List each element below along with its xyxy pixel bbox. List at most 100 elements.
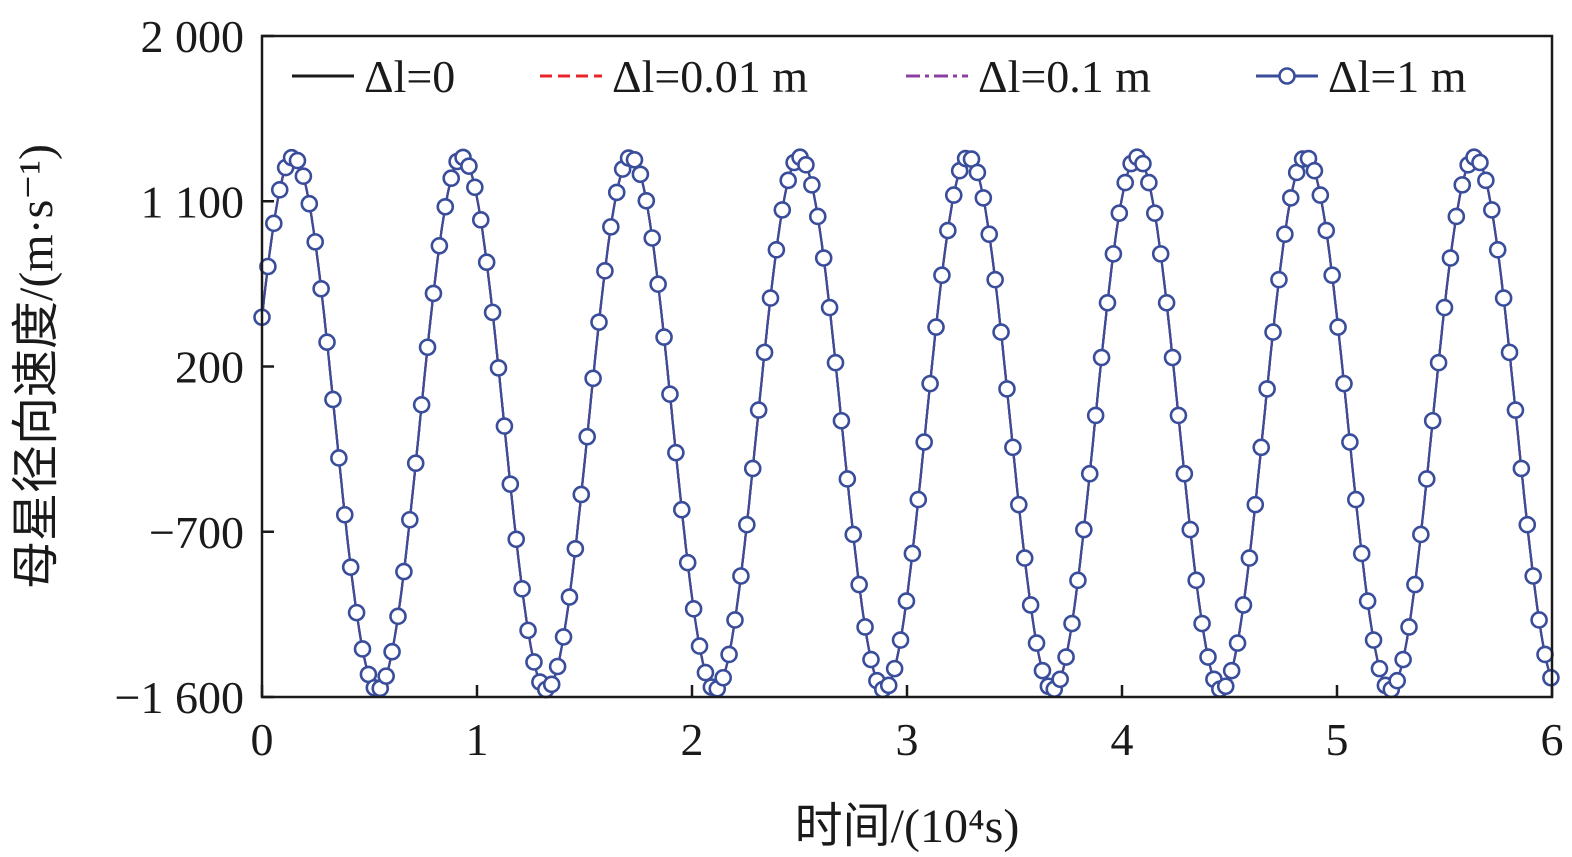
data-point: [1270, 270, 1288, 289]
data-point: [773, 201, 792, 219]
data-point: [1494, 289, 1513, 307]
data-point: [726, 611, 744, 629]
series-3: [253, 148, 1560, 699]
data-point: [1341, 433, 1359, 451]
data-point: [489, 359, 508, 377]
data-point: [424, 284, 443, 303]
data-point: [1021, 596, 1040, 614]
data-point: [661, 385, 679, 403]
data-point: [696, 663, 715, 682]
data-point: [891, 631, 910, 649]
data-point: [814, 249, 833, 267]
y-axis-title: 母星径向速度/(m·s⁻¹): [10, 144, 63, 589]
data-point: [808, 207, 827, 226]
data-point: [1163, 348, 1182, 367]
data-point: [643, 229, 662, 247]
data-point: [897, 592, 916, 610]
data-point: [572, 485, 591, 504]
series-layer: [253, 148, 1560, 699]
data-point: [548, 657, 567, 676]
legend-label: Δl=1 m: [1328, 51, 1467, 102]
data-point: [667, 443, 685, 462]
data-point: [678, 553, 697, 572]
legend-label: Δl=0: [364, 51, 455, 102]
data-point: [460, 157, 478, 175]
data-point: [885, 659, 904, 678]
data-point: [933, 266, 951, 285]
data-point: [483, 303, 502, 322]
data-point: [974, 189, 993, 207]
data-point: [838, 470, 857, 488]
data-point: [690, 637, 709, 655]
data-point: [1086, 406, 1105, 425]
x-tick-label: 0: [251, 714, 274, 765]
data-point: [879, 676, 898, 695]
data-point: [1145, 204, 1164, 222]
data-point: [406, 454, 425, 473]
data-point: [862, 650, 880, 669]
data-point: [939, 221, 957, 240]
data-point: [418, 338, 437, 357]
data-point: [1246, 495, 1265, 514]
x-tick-label: 2: [681, 714, 704, 765]
data-point: [1394, 650, 1412, 669]
data-point: [584, 369, 602, 388]
data-point: [519, 621, 537, 640]
data-point: [1264, 323, 1282, 341]
data-point: [1530, 611, 1548, 629]
data-point: [1222, 661, 1241, 680]
data-point: [1305, 161, 1324, 180]
data-point: [347, 603, 366, 622]
data-point: [720, 645, 738, 664]
data-point: [1435, 298, 1454, 317]
data-point: [1429, 353, 1448, 372]
data-point: [826, 353, 845, 372]
data-point: [820, 298, 839, 317]
data-point: [1400, 618, 1418, 636]
x-tick-label: 6: [1541, 714, 1564, 765]
data-point: [554, 628, 573, 646]
data-point: [412, 395, 431, 414]
data-point: [832, 411, 851, 430]
data-point: [767, 241, 786, 259]
data-point: [590, 313, 608, 331]
data-point: [395, 562, 413, 581]
data-point: [649, 275, 667, 293]
data-point: [1228, 634, 1247, 652]
data-point: [1004, 438, 1022, 457]
data-point: [909, 490, 928, 509]
data-point: [477, 253, 496, 272]
data-point: [1033, 661, 1052, 680]
data-point: [1500, 343, 1519, 362]
data-point: [631, 165, 650, 184]
data-point: [980, 225, 999, 244]
data-point: [1015, 549, 1034, 567]
y-tick-label: −700: [149, 507, 244, 558]
data-point: [1252, 438, 1271, 457]
data-point: [1057, 648, 1075, 666]
data-point: [353, 640, 372, 658]
data-point: [714, 668, 732, 687]
data-point: [341, 558, 360, 576]
data-point: [436, 197, 455, 216]
data-point: [1358, 592, 1377, 610]
data-point: [625, 150, 644, 169]
data-point: [1518, 515, 1537, 534]
data-point: [1110, 204, 1129, 222]
y-tick-label: 200: [175, 342, 244, 393]
data-point: [525, 653, 543, 671]
data-point: [1151, 245, 1170, 263]
data-point: [844, 525, 863, 544]
legend: Δl=0 Δl=0.01 m Δl=0.1 m Δl=1 m: [292, 51, 1467, 102]
x-tick-label: 5: [1326, 714, 1349, 765]
data-point: [1423, 411, 1442, 430]
data-point: [1080, 464, 1099, 483]
y-tick-label: 2 000: [141, 11, 245, 62]
data-point: [288, 151, 307, 170]
data-point: [1193, 614, 1211, 633]
data-point: [986, 270, 1004, 289]
data-point: [684, 600, 703, 618]
data-point: [1216, 677, 1235, 696]
data-point: [1281, 189, 1300, 207]
data-point: [513, 580, 531, 598]
